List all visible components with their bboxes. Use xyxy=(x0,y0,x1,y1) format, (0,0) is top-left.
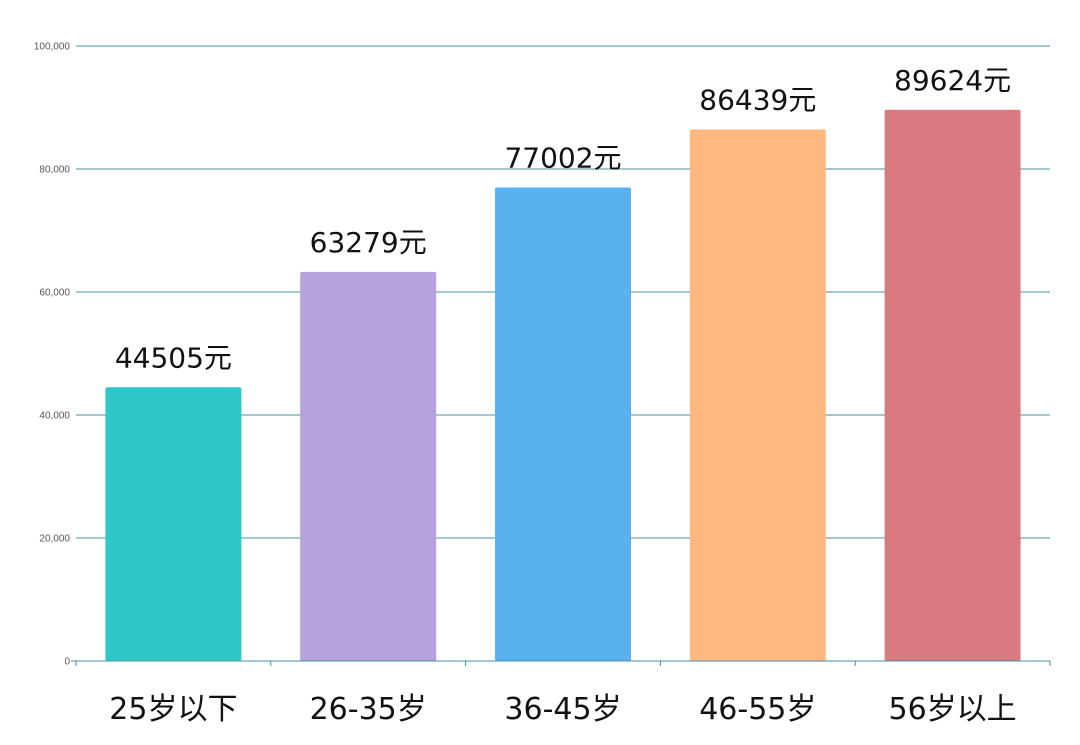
y-tick-label: 0 xyxy=(64,657,70,668)
x-axis xyxy=(71,660,1051,666)
x-category-label: 25岁以下 xyxy=(109,692,237,727)
data-label: 77002元 xyxy=(504,141,621,174)
y-tick-label: 100,000 xyxy=(34,42,71,53)
data-label: 44505元 xyxy=(115,341,232,374)
y-tick-label: 60,000 xyxy=(39,288,70,299)
data-label: 86439元 xyxy=(699,83,816,116)
x-category-label: 26-35岁 xyxy=(310,692,427,727)
x-axis-category-labels: 25岁以下 26-35岁 36-45岁 46-55岁 56岁以上 xyxy=(109,692,1016,727)
data-label: 89624元 xyxy=(894,64,1011,97)
bar xyxy=(689,129,826,661)
bar xyxy=(300,271,437,661)
x-category-label: 36-45岁 xyxy=(504,692,621,727)
y-tick-label: 40,000 xyxy=(39,411,70,422)
data-labels: 44505元 63279元 77002元 86439元 89624元 xyxy=(115,64,1011,374)
x-category-label: 46-55岁 xyxy=(699,692,816,727)
bar xyxy=(105,387,242,661)
y-tick-label: 80,000 xyxy=(39,165,70,176)
y-tick-label: 20,000 xyxy=(39,534,70,545)
bar xyxy=(884,109,1021,662)
bar xyxy=(495,187,631,662)
data-label: 63279元 xyxy=(310,226,427,259)
bars xyxy=(105,109,1021,662)
x-category-label: 56岁以上 xyxy=(889,692,1017,727)
y-axis-tick-labels: 0 20,000 40,000 60,000 80,000 100,000 xyxy=(34,42,71,668)
